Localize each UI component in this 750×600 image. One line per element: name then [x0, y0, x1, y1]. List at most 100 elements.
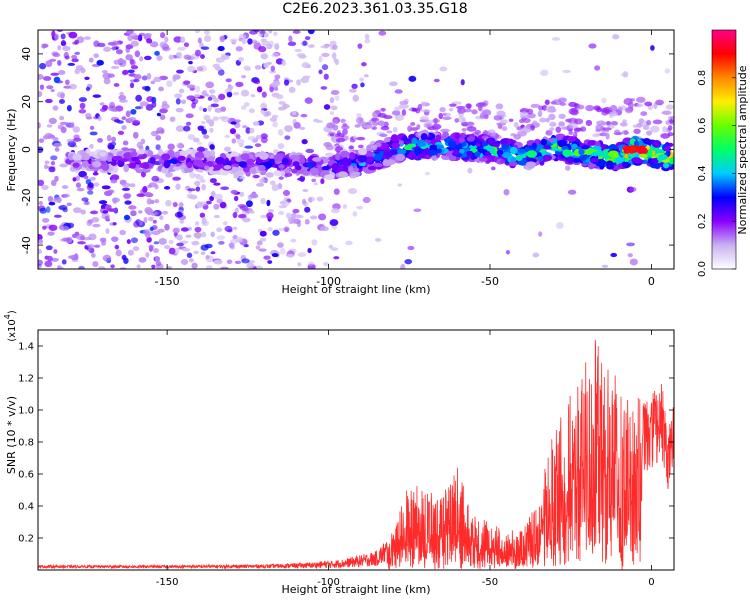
noise-speck — [60, 225, 70, 232]
noise-speck — [72, 126, 80, 133]
noise-speck — [219, 201, 227, 209]
y-tick-label: 0.8 — [18, 438, 34, 449]
noise-speck — [122, 69, 129, 75]
noise-speck — [59, 121, 69, 126]
noise-speck — [130, 237, 139, 244]
noise-speck — [273, 31, 278, 36]
noise-speck — [622, 119, 627, 124]
noise-speck — [189, 194, 198, 200]
noise-speck — [138, 210, 143, 214]
noise-speck — [241, 258, 250, 264]
noise-speck — [214, 193, 223, 200]
noise-speck — [650, 125, 660, 133]
noise-speck — [209, 178, 217, 184]
noise-speck — [410, 122, 416, 126]
signal-blob — [238, 161, 247, 168]
noise-speck — [568, 101, 577, 108]
noise-speck — [645, 130, 653, 136]
signal-blob — [515, 154, 523, 162]
noise-speck — [187, 65, 196, 73]
noise-speck — [189, 171, 196, 179]
noise-speck — [141, 75, 148, 81]
noise-speck — [271, 92, 280, 98]
x-tick-label: -150 — [156, 577, 179, 588]
noise-speck — [177, 46, 187, 51]
signal-blob — [374, 153, 383, 161]
noise-speck — [203, 35, 212, 42]
noise-speck — [191, 240, 200, 246]
noise-speck — [119, 99, 128, 103]
noise-speck — [113, 83, 120, 87]
signal-blob — [371, 144, 378, 151]
signal-blob — [371, 162, 383, 168]
noise-speck — [78, 109, 87, 114]
noise-speck — [147, 184, 152, 189]
signal-blob — [278, 164, 285, 169]
noise-speck — [320, 226, 329, 232]
noise-speck — [261, 40, 271, 47]
noise-speck — [360, 82, 365, 88]
noise-speck — [301, 62, 310, 69]
noise-speck — [134, 50, 141, 58]
noise-speck — [411, 108, 418, 112]
noise-speck — [240, 89, 250, 97]
noise-speck — [357, 120, 366, 127]
noise-speck — [168, 54, 174, 60]
noise-speck — [84, 76, 90, 81]
noise-speck — [224, 134, 230, 138]
noise-speck — [89, 143, 94, 149]
noise-speck — [661, 110, 672, 115]
noise-speck — [106, 208, 115, 212]
noise-speck — [205, 81, 215, 89]
noise-speck — [238, 56, 244, 62]
signal-blob — [172, 166, 181, 171]
noise-speck — [433, 117, 438, 125]
noise-speck — [206, 264, 213, 269]
noise-speck — [136, 264, 141, 269]
noise-speck — [670, 116, 674, 120]
noise-speck — [42, 43, 49, 48]
snr-y-ticks: 0.2 0.4 0.6 0.8 1.0 1.2 1.4 — [18, 342, 674, 545]
noise-speck — [328, 244, 334, 249]
noise-speck — [84, 246, 89, 250]
signal-blob — [406, 143, 417, 148]
noise-speck — [50, 161, 56, 166]
noise-speck — [655, 99, 664, 106]
noise-speck — [197, 125, 205, 131]
noise-speck — [47, 195, 54, 203]
colorbar: 0.0 0.2 0.4 0.6 0.8 Normalized spectral ampl… — [697, 29, 749, 277]
signal-blob — [337, 171, 349, 178]
noise-speck — [301, 198, 307, 205]
signal-blob — [649, 162, 661, 169]
noise-speck — [229, 128, 237, 135]
noise-speck — [59, 115, 65, 121]
noise-speck — [352, 94, 360, 102]
y-tick-label: -40 — [20, 236, 33, 254]
signal-blob — [469, 144, 478, 150]
noise-speck — [278, 176, 284, 180]
noise-speck — [58, 99, 65, 104]
noise-speck — [89, 125, 95, 130]
noise-speck — [214, 107, 223, 113]
noise-speck — [187, 134, 196, 140]
noise-speck — [567, 189, 577, 195]
noise-speck — [601, 97, 607, 104]
signal-blob — [205, 160, 214, 168]
noise-speck — [478, 104, 483, 112]
noise-speck — [602, 127, 612, 131]
noise-speck — [230, 121, 237, 125]
noise-speck — [123, 193, 131, 200]
noise-speck — [272, 229, 280, 236]
spectrogram-heatmap — [38, 30, 674, 269]
noise-speck — [142, 185, 148, 193]
noise-speck — [213, 97, 220, 103]
noise-speck — [241, 207, 249, 212]
noise-speck — [209, 127, 214, 133]
colorbar-tick-label: 0.2 — [697, 213, 708, 229]
signal-blob — [487, 139, 493, 145]
noise-speck — [136, 141, 143, 149]
noise-speck — [329, 111, 335, 115]
noise-speck — [59, 163, 68, 168]
noise-speck — [151, 175, 160, 182]
noise-speck — [245, 127, 251, 134]
